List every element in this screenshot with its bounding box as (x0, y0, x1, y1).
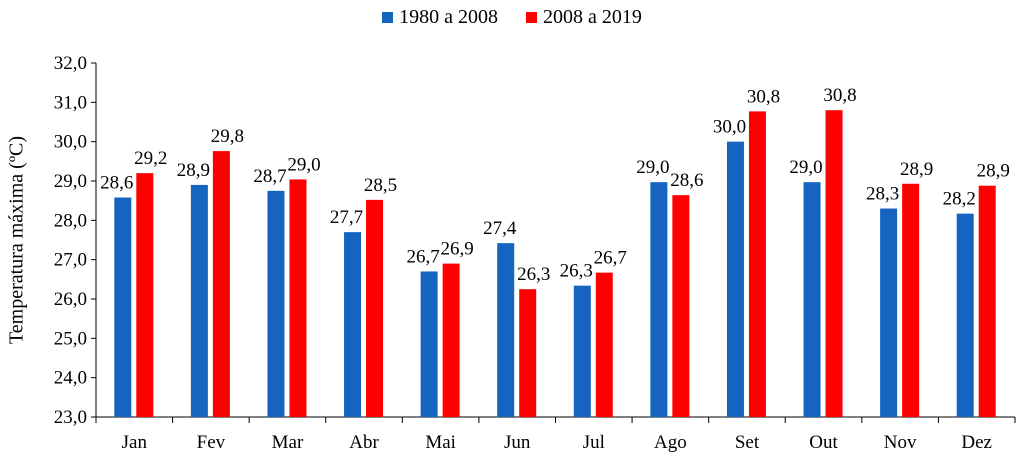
legend-label-series-1: 1980 a 2008 (399, 6, 498, 28)
x-tick-label: Out (809, 432, 838, 453)
y-tick-label: 31,0 (54, 92, 87, 113)
bar-series-2 (136, 173, 154, 417)
bar-series-1 (344, 232, 362, 417)
data-label-series-2: 26,3 (517, 264, 550, 285)
y-tick-label: 28,0 (54, 210, 87, 231)
x-tick-label: Mai (425, 432, 456, 453)
bar-series-2 (978, 185, 996, 417)
legend-label-series-2: 2008 a 2019 (543, 6, 642, 28)
bar-series-2 (672, 195, 690, 417)
data-label-series-2: 30,8 (823, 85, 856, 106)
data-label-series-2: 29,8 (211, 126, 244, 147)
x-tick-label: Jan (122, 432, 148, 453)
data-label-series-2: 26,7 (594, 248, 627, 269)
data-label-series-2: 26,9 (441, 239, 474, 260)
bar-series-2 (212, 151, 230, 417)
data-label-series-1: 28,9 (177, 160, 210, 181)
data-label-series-1: 28,3 (866, 184, 899, 205)
bar-series-1 (726, 141, 744, 417)
bar-series-2 (366, 199, 384, 417)
y-tick-label: 25,0 (54, 328, 87, 349)
data-label-series-1: 28,7 (253, 166, 286, 187)
y-tick-label: 29,0 (54, 171, 87, 192)
x-tick-label: Ago (654, 432, 687, 453)
data-label-series-2: 28,5 (364, 175, 397, 196)
x-tick-label: Abr (349, 432, 379, 453)
x-tick-label: Jun (504, 432, 531, 453)
y-tick-label: 24,0 (54, 368, 87, 389)
bar-series-1 (114, 197, 132, 417)
bar-series-1 (420, 271, 438, 417)
bar-series-2 (902, 183, 920, 417)
bar-series-1 (267, 190, 285, 417)
data-label-series-1: 26,7 (407, 246, 440, 267)
y-tick-label: 26,0 (54, 289, 87, 310)
y-tick-label: 30,0 (54, 132, 87, 153)
data-label-series-2: 29,2 (134, 148, 167, 169)
bar-series-2 (442, 263, 460, 417)
data-label-series-1: 30,0 (713, 117, 746, 138)
bar-series-2 (825, 110, 843, 417)
data-label-series-1: 27,4 (483, 218, 517, 239)
bar-series-2 (748, 111, 766, 417)
legend-item-series-2: 2008 a 2019 (526, 6, 642, 29)
x-tick-label: Fev (197, 432, 226, 453)
legend-swatch-series-2 (526, 12, 537, 23)
x-tick-label: Set (735, 432, 760, 453)
bar-series-2 (289, 179, 307, 417)
bar-series-2 (519, 289, 537, 417)
bar-series-2 (595, 272, 613, 417)
data-label-series-2: 29,0 (287, 154, 320, 175)
data-label-series-2: 28,9 (900, 159, 933, 180)
bar-series-1 (573, 285, 591, 417)
data-label-series-1: 28,6 (100, 173, 133, 194)
bar-series-1 (497, 243, 515, 417)
data-label-series-2: 28,6 (670, 170, 703, 191)
legend-swatch-series-1 (382, 12, 394, 23)
data-label-series-2: 28,9 (977, 161, 1010, 182)
data-label-series-1: 29,0 (636, 157, 669, 178)
y-tick-label: 23,0 (54, 407, 87, 428)
y-tick-label: 32,0 (54, 53, 87, 74)
bar-series-1 (956, 213, 974, 417)
x-tick-label: Nov (884, 432, 917, 453)
bar-series-1 (880, 208, 898, 417)
x-tick-label: Dez (961, 432, 992, 453)
x-tick-label: Mar (272, 432, 304, 453)
data-label-series-1: 29,0 (789, 157, 822, 178)
legend-item-series-1: 1980 a 2008 (382, 6, 498, 29)
bar-series-1 (803, 182, 821, 417)
bar-series-1 (190, 184, 208, 417)
data-label-series-2: 30,8 (747, 86, 780, 107)
bar-series-1 (650, 182, 668, 417)
x-tick-label: Jul (583, 432, 605, 453)
data-label-series-1: 28,2 (943, 189, 976, 210)
data-label-series-1: 26,3 (560, 261, 593, 282)
y-tick-label: 27,0 (54, 250, 87, 271)
legend: 1980 a 2008 2008 a 2019 (0, 6, 1024, 29)
data-label-series-1: 27,7 (330, 207, 363, 228)
